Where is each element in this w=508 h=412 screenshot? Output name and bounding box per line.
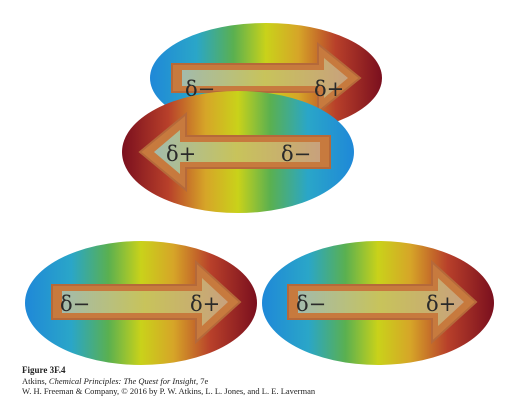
dipole-arrow-inner — [298, 278, 464, 326]
delta-left-label: δ+ — [166, 142, 196, 166]
delta-right-label: δ+ — [190, 292, 220, 316]
dipole-arrow-inner — [182, 58, 348, 98]
molecule-top-front: δ+ δ− — [122, 91, 354, 213]
caption-book-title: Chemical Principles: The Quest for Insig… — [48, 376, 199, 386]
molecule-bottom-right: δ− δ+ — [262, 241, 494, 365]
molecule-bottom-left: δ− δ+ — [25, 241, 257, 365]
dipole-arrow-inner — [62, 278, 228, 326]
figure-caption-copyright: W. H. Freeman & Company, © 2016 by P. W.… — [22, 386, 316, 396]
figure-caption-source: Atkins, Chemical Principles: The Quest f… — [22, 376, 208, 386]
caption-edition: 7e — [198, 376, 209, 386]
delta-left-label: δ− — [296, 292, 326, 316]
caption-author: Atkins, — [22, 376, 49, 386]
delta-right-label: δ+ — [314, 77, 344, 101]
delta-right-label: δ− — [281, 142, 311, 166]
delta-right-label: δ+ — [426, 292, 456, 316]
figure-caption-title: Figure 3F.4 — [22, 365, 66, 375]
dipole-arrow-inner — [154, 130, 320, 174]
delta-left-label: δ− — [60, 292, 90, 316]
